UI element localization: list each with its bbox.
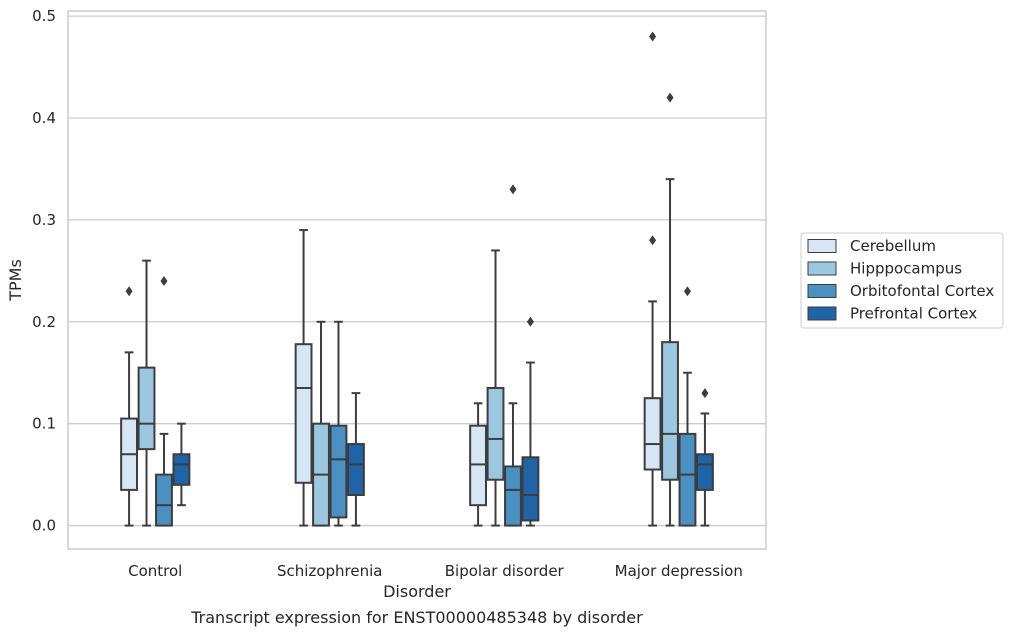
box-iqr xyxy=(661,341,679,481)
box-iqr xyxy=(294,343,313,484)
legend-entry-label: Hipppocampus xyxy=(850,260,962,278)
outlier-point xyxy=(649,31,657,42)
legend-entry-label: Cerebellum xyxy=(850,237,936,255)
box-orbitofontal-cortex xyxy=(155,276,173,527)
legend-swatch xyxy=(807,284,837,298)
box-iqr xyxy=(678,432,697,527)
box-iqr xyxy=(347,443,365,496)
box-prefrontal-cortex xyxy=(696,388,714,527)
box-cerebellum xyxy=(294,229,313,527)
legend-entry-label: Orbitofontal Cortex xyxy=(850,282,994,300)
y-tick-label: 0.2 xyxy=(32,313,56,331)
box-orbitofontal-cortex xyxy=(504,184,522,527)
box-prefrontal-cortex xyxy=(347,392,365,527)
box-iqr xyxy=(155,473,173,527)
box-iqr xyxy=(172,453,191,486)
outlier-point xyxy=(160,276,168,287)
chart-title: Transcript expression for ENST0000048534… xyxy=(190,608,643,627)
y-tick-label: 0.5 xyxy=(32,7,56,25)
legend-entry-label: Prefrontal Cortex xyxy=(850,305,977,323)
x-tick-label: Control xyxy=(128,562,182,580)
outlier-point xyxy=(125,286,133,297)
legend-swatch xyxy=(807,239,837,253)
legend-swatch xyxy=(807,261,837,276)
box-cerebellum xyxy=(469,402,487,527)
box-hipppocampus xyxy=(312,320,330,527)
box-hipppocampus xyxy=(137,259,156,527)
legend-swatch xyxy=(807,306,837,321)
y-axis-label: TPMs xyxy=(6,259,25,302)
legend-frame xyxy=(800,232,1004,329)
box-iqr xyxy=(329,424,348,519)
x-tick-label: Bipolar disorder xyxy=(445,562,565,580)
y-tick-label: 0.0 xyxy=(32,517,56,535)
outlier-point xyxy=(666,92,674,103)
outlier-point xyxy=(701,388,709,399)
x-tick-label: Major depression xyxy=(615,562,743,580)
box-orbitofontal-cortex xyxy=(678,286,697,527)
legend: Cerebellum Hipppocampus Orbitofontal Corte… xyxy=(800,232,1004,329)
box-cerebellum xyxy=(643,31,662,527)
box-iqr xyxy=(486,387,505,481)
outlier-point xyxy=(683,286,691,297)
box-hipppocampus xyxy=(486,249,505,527)
box-cerebellum xyxy=(120,286,139,527)
outlier-point xyxy=(509,184,517,195)
x-tick-label: Schizophrenia xyxy=(277,562,382,580)
box-iqr xyxy=(521,456,540,522)
box-iqr xyxy=(504,465,522,527)
box-iqr xyxy=(643,397,662,471)
box-iqr xyxy=(696,453,714,491)
box-orbitofontal-cortex xyxy=(329,320,348,527)
y-tick-label: 0.4 xyxy=(32,109,56,127)
y-tick-label: 0.1 xyxy=(32,415,56,433)
y-tick-label: 0.3 xyxy=(32,211,56,229)
x-axis-ticks: Control Schizophrenia Bipolar disorder Majo… xyxy=(128,562,743,580)
y-axis-ticks: 0.0 0.1 0.2 0.3 0.4 0.5 xyxy=(32,7,56,534)
box-iqr xyxy=(469,424,487,507)
box-groups xyxy=(120,31,714,527)
box-hipppocampus xyxy=(661,92,679,527)
box-prefrontal-cortex xyxy=(521,316,540,527)
x-axis-label: Disorder xyxy=(383,582,451,601)
plot-area-frame xyxy=(67,10,767,550)
box-iqr xyxy=(137,366,156,451)
box-prefrontal-cortex xyxy=(172,422,191,507)
outlier-point xyxy=(526,316,534,327)
outlier-point xyxy=(649,235,657,246)
